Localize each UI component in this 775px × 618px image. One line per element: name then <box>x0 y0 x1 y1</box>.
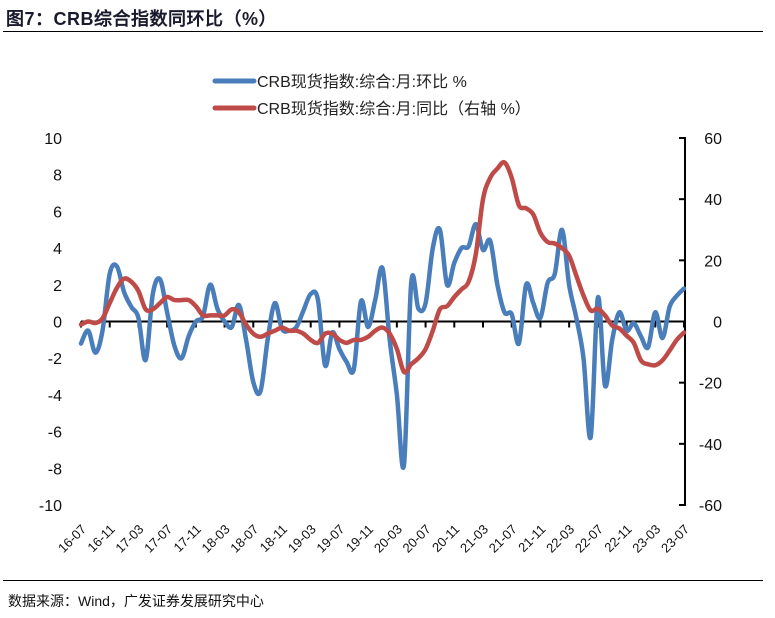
left-axis-tick-label: -2 <box>48 351 62 368</box>
left-axis-tick-label: -6 <box>48 425 62 442</box>
right-axis-tick-label: 60 <box>704 131 722 148</box>
x-axis-tick-label: 16-11 <box>84 522 117 555</box>
series-line-mom <box>78 221 687 470</box>
chart: CRB现货指数:综合:月:环比 % CRB现货指数:综合:月:同比（右轴 %） … <box>39 73 722 556</box>
x-axis-tick-label: 20-03 <box>371 522 405 556</box>
x-axis-tick-label: 22-07 <box>572 522 606 556</box>
x-axis-tick-label: 18-11 <box>257 522 290 555</box>
x-axis-tick-label: 17-03 <box>112 522 146 556</box>
title-divider <box>3 31 763 32</box>
right-axis-tick-label: -60 <box>699 498 722 515</box>
right-axis-tick-label: -40 <box>699 437 722 454</box>
source-note: 数据来源：Wind，广发证券发展研究中心 <box>8 593 264 609</box>
x-axis-tick-label: 20-11 <box>429 522 462 555</box>
footer-divider <box>3 580 763 581</box>
left-axis-tick-label: -4 <box>48 388 62 405</box>
x-axis-tick-label: 20-07 <box>400 522 434 556</box>
left-axis-tick-label: 2 <box>53 278 62 295</box>
figure-title: 图7：CRB综合指数同环比（%） <box>6 9 278 29</box>
x-axis-tick-label: 21-11 <box>515 522 548 555</box>
left-axis-tick-label: 0 <box>53 315 62 332</box>
left-axis-tick-label: -8 <box>48 461 62 478</box>
x-axis-tick-label: 19-03 <box>285 522 319 556</box>
legend-label-mom: CRB现货指数:综合:月:环比 % <box>257 73 467 91</box>
x-axis-tick-label: 21-07 <box>486 522 520 556</box>
x-axis-tick-label: 19-11 <box>343 522 376 555</box>
legend-label-yoy: CRB现货指数:综合:月:同比（右轴 %） <box>257 100 531 118</box>
x-axis-tick-label: 17-11 <box>171 522 204 555</box>
x-axis-tick-label: 23-07 <box>658 522 692 556</box>
x-axis-tick-label: 18-07 <box>227 522 261 556</box>
x-axis-tick-label: 17-07 <box>141 522 175 556</box>
legend: CRB现货指数:综合:月:环比 % CRB现货指数:综合:月:同比（右轴 %） <box>212 73 531 118</box>
right-axis-tick-label: 20 <box>704 253 722 270</box>
x-axis-tick-label: 23-03 <box>629 522 663 556</box>
x-axis-tick-label: 18-03 <box>199 522 233 556</box>
x-axis-tick-label: 22-03 <box>543 522 577 556</box>
right-axis-tick-label: 0 <box>713 315 722 332</box>
right-axis-tick-label: 40 <box>704 192 722 209</box>
x-axis-tick-label: 19-07 <box>313 522 347 556</box>
left-axis-tick-label: 4 <box>53 241 62 258</box>
left-axis-tick-label: -10 <box>39 498 62 515</box>
left-axis-tick-label: 10 <box>44 131 62 148</box>
left-axis-tick-label: 8 <box>53 168 62 185</box>
x-axis-tick-label: 21-03 <box>457 522 491 556</box>
x-axis-tick-label: 16-07 <box>55 522 89 556</box>
left-axis-tick-label: 6 <box>53 204 62 221</box>
right-axis-tick-label: -20 <box>699 376 722 393</box>
x-axis-tick-label: 22-11 <box>601 522 634 555</box>
